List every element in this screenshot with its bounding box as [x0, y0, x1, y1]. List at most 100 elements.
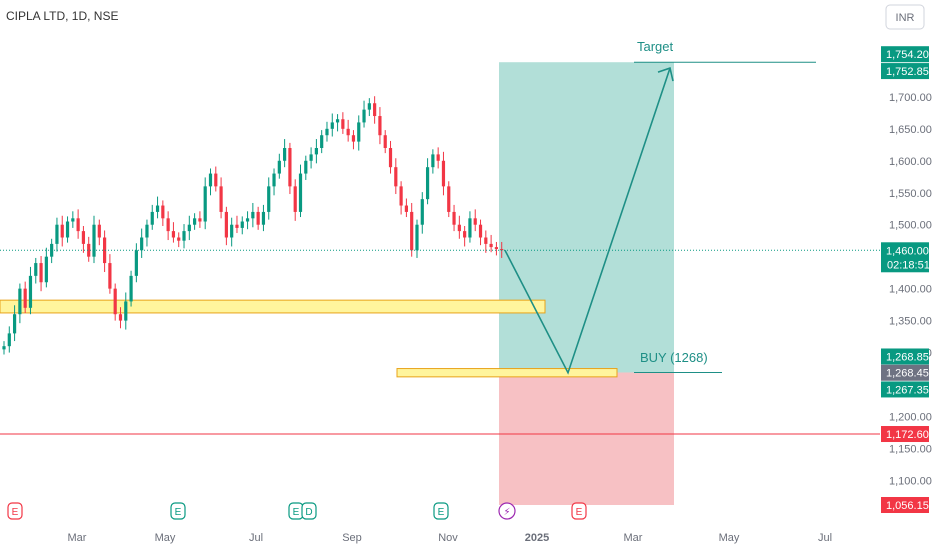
y-tick-label: 1,650.00: [889, 124, 932, 136]
candle-body: [219, 186, 223, 212]
candle-body: [214, 173, 218, 187]
candle-body: [298, 173, 303, 212]
price-badge: [881, 242, 929, 273]
candle-body: [118, 314, 123, 321]
candle-body: [341, 119, 345, 129]
candle-body: [198, 218, 202, 222]
price-badge-label: 1,460.00: [886, 245, 929, 257]
candle-body: [261, 211, 266, 225]
x-tick-label: Mar: [624, 532, 643, 544]
candle-body: [182, 231, 186, 241]
price-badge: [881, 63, 929, 80]
x-tick-label: Sep: [342, 532, 362, 544]
chart-title: CIPLA LTD, 1D, NSE: [6, 9, 118, 23]
candle-body: [304, 160, 308, 174]
candle-body: [256, 211, 260, 225]
candle-body: [272, 173, 276, 187]
candle-body: [309, 154, 313, 161]
candle-body: [235, 224, 239, 228]
candle-body: [468, 218, 472, 238]
x-tick-label: 2025: [525, 532, 549, 544]
candle-body: [457, 224, 461, 232]
event-marker: [433, 502, 449, 520]
drawings: [0, 61, 880, 435]
event-marker-label: E: [12, 507, 19, 518]
candle-body: [208, 173, 213, 187]
candle-body: [12, 314, 17, 334]
y-tick-label: 1,150.00: [889, 443, 932, 455]
profit-zone: [499, 62, 674, 373]
price-badge-label: 1,056.15: [886, 500, 929, 512]
price-badge: [881, 497, 929, 513]
support-zone: [0, 299, 546, 314]
candle-body: [293, 186, 297, 212]
y-tick-label: 1,400.00: [889, 284, 932, 296]
candle-body: [420, 199, 424, 225]
candle-body: [87, 243, 91, 257]
candle-body: [436, 154, 440, 161]
candle-body: [404, 205, 408, 212]
candle-body: [473, 218, 477, 225]
candle-body: [399, 186, 403, 206]
y-tick-label: 1,100.00: [889, 475, 932, 487]
candle-body: [113, 288, 117, 315]
event-marker-label: E: [175, 507, 182, 518]
candle-body: [346, 128, 350, 136]
candle-body: [92, 224, 96, 257]
candle-body: [394, 167, 398, 187]
flash-icon: [498, 502, 516, 520]
candle-body: [425, 167, 430, 200]
x-tick-label: Jul: [249, 532, 263, 544]
candle-body: [171, 231, 176, 238]
y-tick-label: 1,600.00: [889, 156, 932, 168]
candle-body: [97, 224, 101, 238]
flash-icon-glyph: ⚡: [503, 507, 510, 518]
candle-body: [373, 103, 377, 117]
candle-body: [145, 224, 149, 238]
candle-body: [267, 186, 271, 212]
candle-body: [71, 218, 75, 222]
candle-body: [283, 148, 287, 161]
price-badge: [881, 46, 929, 63]
candle-body: [103, 237, 107, 264]
candle-body: [193, 218, 197, 225]
candle-body: [415, 224, 419, 251]
candles: [2, 96, 504, 355]
event-marker: [571, 502, 587, 520]
candle-body: [320, 135, 324, 148]
candle-body: [81, 231, 86, 244]
event-marker-label: E: [438, 507, 445, 518]
target-label: Target: [637, 39, 674, 54]
candle-body: [378, 116, 382, 136]
price-badge: [881, 364, 929, 381]
candle-body: [251, 211, 255, 219]
candle-body: [410, 211, 414, 251]
event-marker-label: D: [305, 507, 312, 518]
x-tick-label: Mar: [68, 532, 87, 544]
candle-body: [23, 288, 27, 308]
event-marker: [301, 502, 317, 520]
countdown-label: 02:18:51: [887, 259, 930, 271]
event-marker-label: E: [293, 507, 300, 518]
x-axis: Mar May Jul Sep Nov 2025 Mar May Jul: [68, 532, 833, 544]
candle-body: [155, 205, 160, 212]
currency-button[interactable]: [885, 4, 925, 30]
candle-body: [28, 275, 33, 308]
y-tick-label: 1,500.00: [889, 220, 932, 232]
candle-body: [166, 218, 170, 232]
candle-body: [330, 122, 334, 129]
candle-body: [367, 103, 371, 110]
y-axis: 1,700.00 1,650.00 1,600.00 1,550.00 1,500.00…: [889, 92, 932, 488]
buy-label: BUY (1268): [640, 350, 708, 365]
candle-body: [134, 250, 138, 276]
event-marker-label: E: [576, 507, 583, 518]
candle-body: [129, 275, 133, 302]
projection-arrowhead: [657, 67, 674, 82]
candle-body: [150, 211, 154, 225]
price-badge-label: 1,752.85: [886, 66, 929, 78]
x-tick-label: May: [155, 532, 176, 544]
candle-body: [76, 218, 80, 232]
candle-body: [431, 154, 435, 168]
loss-zone: [499, 372, 674, 505]
